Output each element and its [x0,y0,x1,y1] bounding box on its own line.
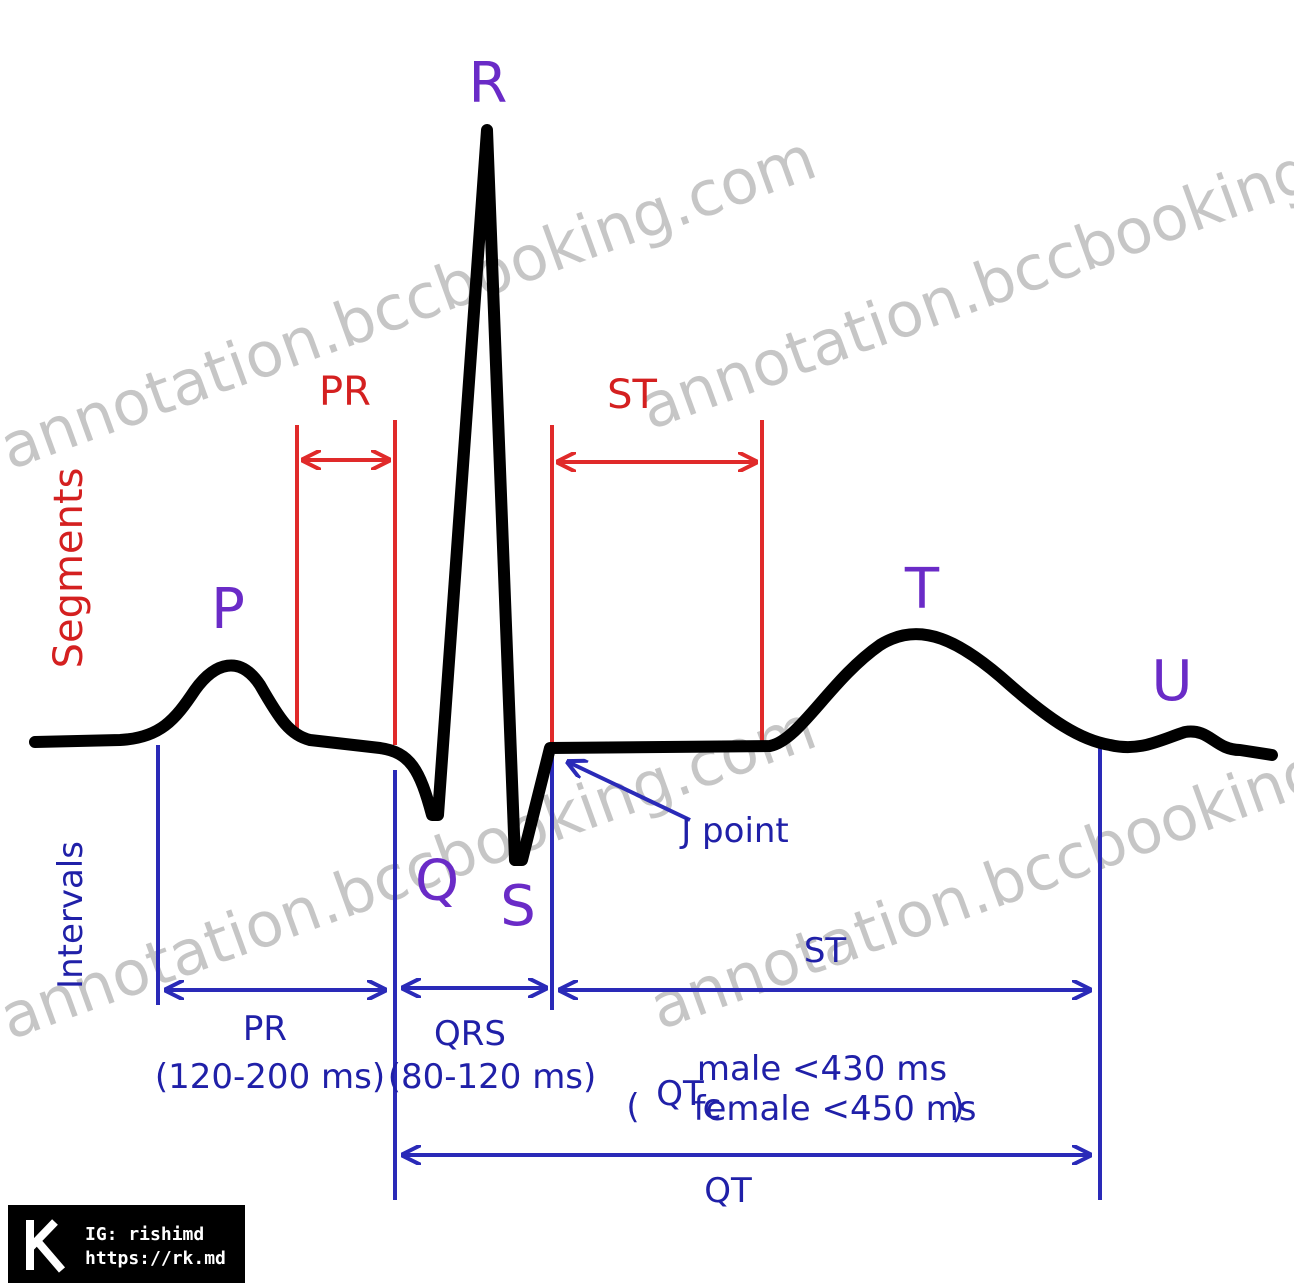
interval-label: QT [656,1074,704,1114]
wave-label: R [469,51,508,116]
interval-note: male <430 ms [697,1049,947,1089]
logo-text: https://rk.md [85,1248,226,1269]
interval-range: (80-120 ms) [388,1057,597,1097]
wave-label: T [904,557,940,622]
segment-label: PR [319,369,371,415]
segments-label: Segments [46,468,92,669]
logo-box [8,1205,245,1283]
ecg-trace [29,124,1278,866]
paren: ( [626,1087,639,1127]
intervals-label: Intervals [51,841,91,989]
interval-label: ST [804,931,847,971]
interval-note: female <450 ms [693,1089,976,1129]
interval-lines [156,740,1102,1200]
wave-label: P [211,577,245,642]
interval-range: (120-200 ms) [155,1057,385,1097]
wave-label: Q [415,849,459,914]
j-point-arrow [568,762,691,822]
logo-text: IG: rishimd [85,1224,204,1245]
interval-label: QT [704,1171,752,1211]
interval-label: QRS [434,1014,506,1054]
logo: IG: rishimd https://rk.md [8,1205,245,1283]
paren: ) [951,1087,964,1127]
segment-label: ST [607,372,657,418]
j-point-label: J point [679,811,789,851]
interval-label: PR [243,1009,287,1049]
interval-subscript: c [703,1087,722,1127]
wave-label: U [1152,649,1193,714]
segment-lines [295,420,764,745]
wave-label: S [500,874,536,939]
logo-icon [26,1219,66,1273]
